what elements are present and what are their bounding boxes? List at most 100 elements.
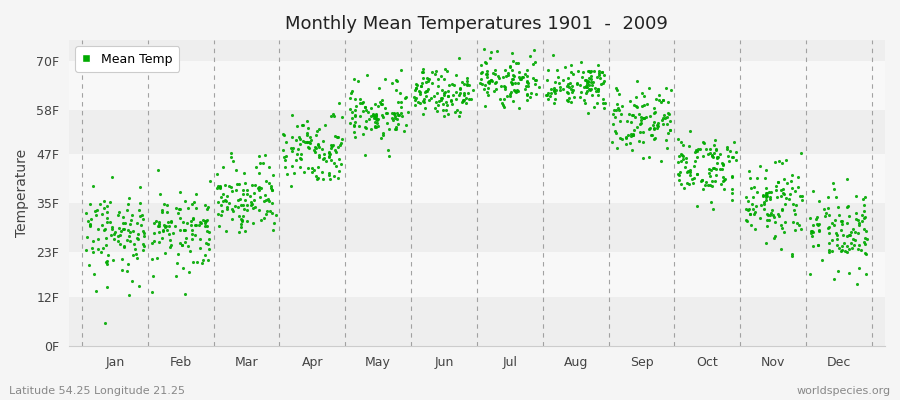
Point	[671, 177, 686, 183]
Point	[437, 66, 452, 72]
Point	[124, 216, 139, 223]
Point	[215, 191, 230, 198]
Point	[491, 75, 506, 82]
Point	[760, 212, 775, 218]
Point	[434, 95, 448, 101]
Point	[624, 130, 638, 137]
Point	[663, 87, 678, 94]
Point	[707, 150, 722, 156]
Point	[748, 226, 762, 232]
Point	[392, 90, 407, 96]
Point	[768, 159, 782, 166]
Point	[100, 252, 114, 258]
Point	[173, 214, 187, 221]
Point	[454, 99, 469, 106]
Point	[172, 206, 186, 212]
Point	[441, 110, 455, 117]
Point	[741, 198, 755, 204]
Point	[416, 66, 430, 72]
Point	[108, 229, 122, 235]
Point	[574, 74, 589, 80]
Point	[266, 227, 281, 234]
Point	[500, 93, 515, 100]
Point	[289, 157, 303, 164]
Point	[79, 247, 94, 254]
Point	[83, 223, 97, 229]
Point	[316, 137, 330, 144]
Point	[563, 86, 578, 92]
Point	[626, 132, 640, 138]
Point	[260, 196, 274, 202]
Point	[248, 182, 262, 188]
Point	[413, 83, 428, 89]
Point	[310, 173, 324, 179]
Point	[498, 84, 512, 90]
Point	[713, 166, 727, 172]
Point	[529, 77, 544, 83]
Point	[597, 105, 611, 111]
Point	[315, 146, 329, 152]
Point	[309, 132, 323, 138]
Point	[259, 197, 274, 203]
Point	[698, 181, 712, 188]
Point	[495, 100, 509, 106]
Point	[854, 212, 868, 218]
Point	[200, 228, 214, 234]
Point	[823, 224, 837, 230]
Point	[793, 193, 807, 199]
Point	[219, 228, 233, 234]
Point	[305, 169, 320, 175]
Point	[824, 237, 839, 243]
Point	[346, 76, 361, 82]
Point	[806, 228, 820, 234]
Point	[302, 139, 317, 146]
Point	[323, 157, 338, 163]
Point	[176, 218, 191, 225]
Point	[457, 90, 472, 96]
Point	[430, 108, 445, 114]
Point	[242, 193, 256, 199]
Point	[431, 102, 446, 108]
Point	[360, 109, 374, 116]
Point	[819, 210, 833, 216]
Point	[216, 198, 230, 205]
Point	[147, 238, 161, 244]
Point	[831, 268, 845, 274]
Point	[221, 200, 236, 206]
Point	[789, 220, 804, 226]
Point	[163, 236, 177, 243]
Point	[750, 189, 764, 195]
Point	[358, 104, 373, 110]
Point	[238, 197, 252, 203]
Point	[844, 240, 859, 246]
Point	[259, 177, 274, 184]
Point	[346, 122, 361, 129]
Point	[223, 154, 238, 161]
Point	[810, 220, 824, 227]
Point	[186, 216, 201, 222]
Point	[158, 200, 172, 207]
Point	[475, 81, 490, 87]
Point	[308, 149, 322, 156]
Point	[98, 234, 112, 241]
Point	[332, 168, 347, 174]
Point	[688, 147, 703, 154]
Point	[610, 145, 625, 151]
Point	[417, 98, 431, 105]
Point	[291, 146, 305, 152]
Point	[113, 240, 128, 247]
Point	[182, 268, 196, 275]
Point	[479, 71, 493, 77]
Point	[847, 242, 861, 249]
Point	[842, 213, 856, 220]
Point	[434, 72, 448, 79]
Point	[822, 240, 836, 246]
Point	[106, 231, 121, 237]
Point	[840, 220, 854, 226]
Point	[591, 88, 606, 94]
Point	[351, 78, 365, 84]
Point	[184, 201, 199, 208]
Point	[343, 106, 357, 112]
Point	[230, 186, 244, 193]
Point	[292, 155, 307, 162]
